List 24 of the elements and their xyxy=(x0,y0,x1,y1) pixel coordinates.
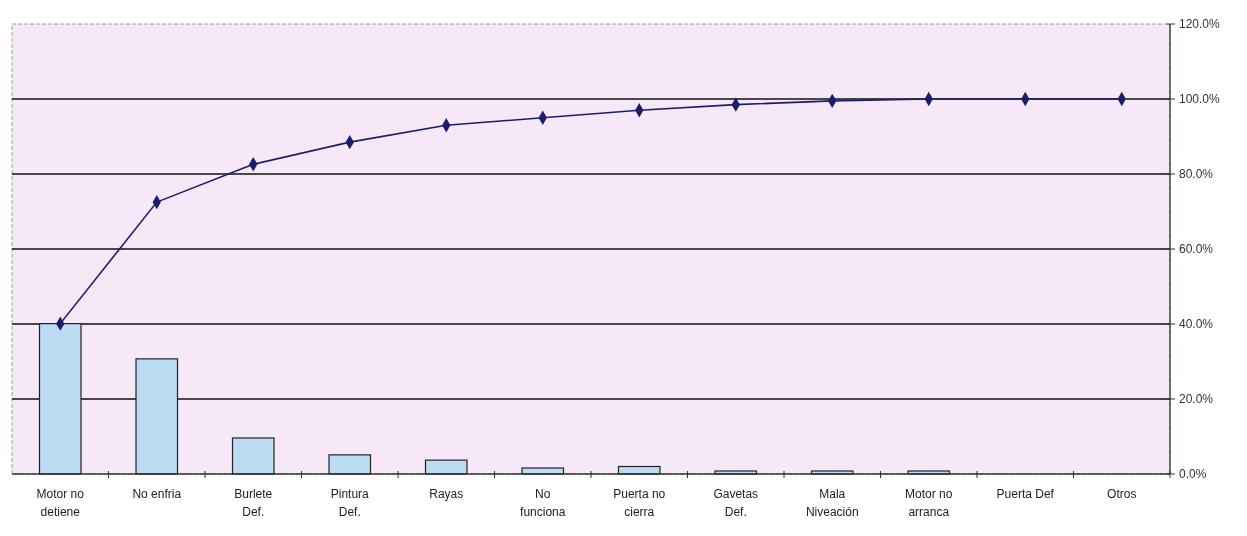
bar xyxy=(38,323,82,475)
y-tick-label: 40.0% xyxy=(1179,317,1214,332)
x-tick-label: No funciona xyxy=(520,487,566,519)
x-tick-label: Otros xyxy=(1107,487,1137,501)
x-tick-label: Mala Niveación xyxy=(805,487,859,519)
bar xyxy=(231,437,275,475)
bar xyxy=(328,454,372,475)
x-tick-label: No enfria xyxy=(132,487,182,501)
y-tick-label: 120.0% xyxy=(1179,17,1221,32)
x-tick-label: Puerta Def xyxy=(996,487,1055,501)
bar xyxy=(135,358,179,475)
y-tick-label: 100.0% xyxy=(1179,92,1221,107)
bar xyxy=(424,459,468,475)
x-tick-label: Pintura Def. xyxy=(330,487,370,519)
x-tick-label: Burlete Def. xyxy=(234,487,273,519)
x-tick-label: Motor no detiene xyxy=(36,487,85,519)
y-tick-label: 60.0% xyxy=(1179,242,1214,257)
x-tick-label: Gavetas Def. xyxy=(713,487,759,519)
x-tick-label: Puerta no cierra xyxy=(613,487,666,519)
y-tick-label: 20.0% xyxy=(1179,392,1214,407)
x-tick-label: Rayas xyxy=(429,487,464,501)
y-tick-label: 0.0% xyxy=(1179,467,1207,482)
x-tick-label: Motor no arranca xyxy=(905,487,953,519)
y-tick-label: 80.0% xyxy=(1179,167,1214,182)
